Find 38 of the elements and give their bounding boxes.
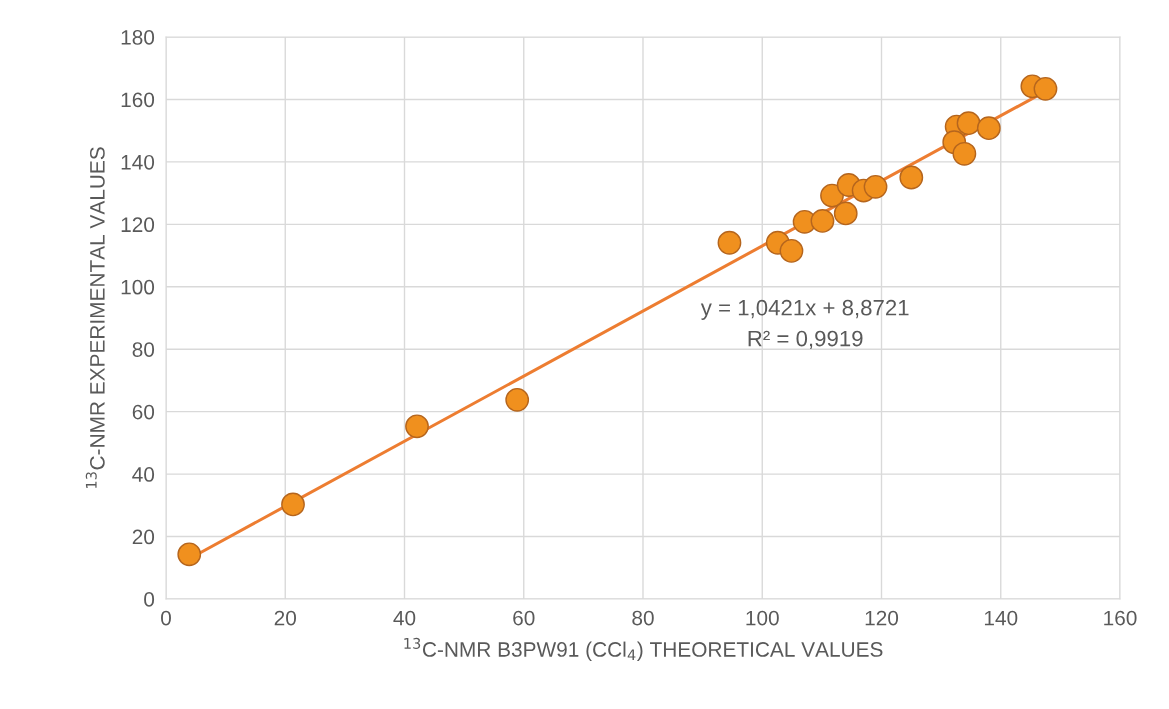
point [976, 116, 1001, 141]
y-tick-label: 180 [121, 30, 155, 45]
x-tick-label: 40 [393, 610, 416, 626]
y-tick-label: 140 [121, 154, 155, 170]
point [833, 201, 858, 226]
x-tick-label: 80 [632, 610, 654, 626]
y-tick-label: 80 [132, 342, 155, 357]
x-tick-label: 60 [513, 610, 535, 626]
y-tick-label: 0 [144, 592, 155, 607]
y-tick-label: 120 [121, 217, 155, 233]
y-tick-label: 100 [121, 279, 155, 295]
x-axis-title: $^{13}$C-NMR B3PW91 (CCl$_{4}$) THEORETICAL VALUES [404, 637, 883, 661]
point [863, 174, 888, 199]
y-tick-label: 160 [121, 92, 155, 108]
y-tick-label: 20 [132, 529, 155, 545]
x-tick-label: 140 [984, 610, 1018, 626]
point [810, 209, 835, 233]
annotation: R² = 0,9919 [748, 330, 863, 350]
y-axis-title: $^{13}$C-NMR EXPERIMENTAL VALUES [85, 147, 105, 488]
point [1033, 76, 1058, 101]
point [899, 165, 924, 190]
y-tick-label: 60 [132, 404, 155, 420]
x-tick-label: 120 [865, 610, 899, 626]
point [956, 111, 981, 136]
y-tick-label: 40 [132, 467, 155, 482]
point [952, 141, 977, 166]
point [177, 542, 202, 567]
point [820, 183, 844, 208]
x-tick-label: 0 [161, 610, 171, 626]
point [717, 230, 742, 255]
annotation: y = 1,0421x + 8,8721 [700, 299, 909, 320]
x-tick-label: 160 [1104, 610, 1137, 626]
point [779, 238, 804, 263]
point [281, 492, 305, 517]
x-tick-label: 100 [746, 610, 779, 626]
point [505, 387, 530, 412]
point [405, 414, 429, 439]
x-tick-label: 20 [274, 610, 297, 626]
